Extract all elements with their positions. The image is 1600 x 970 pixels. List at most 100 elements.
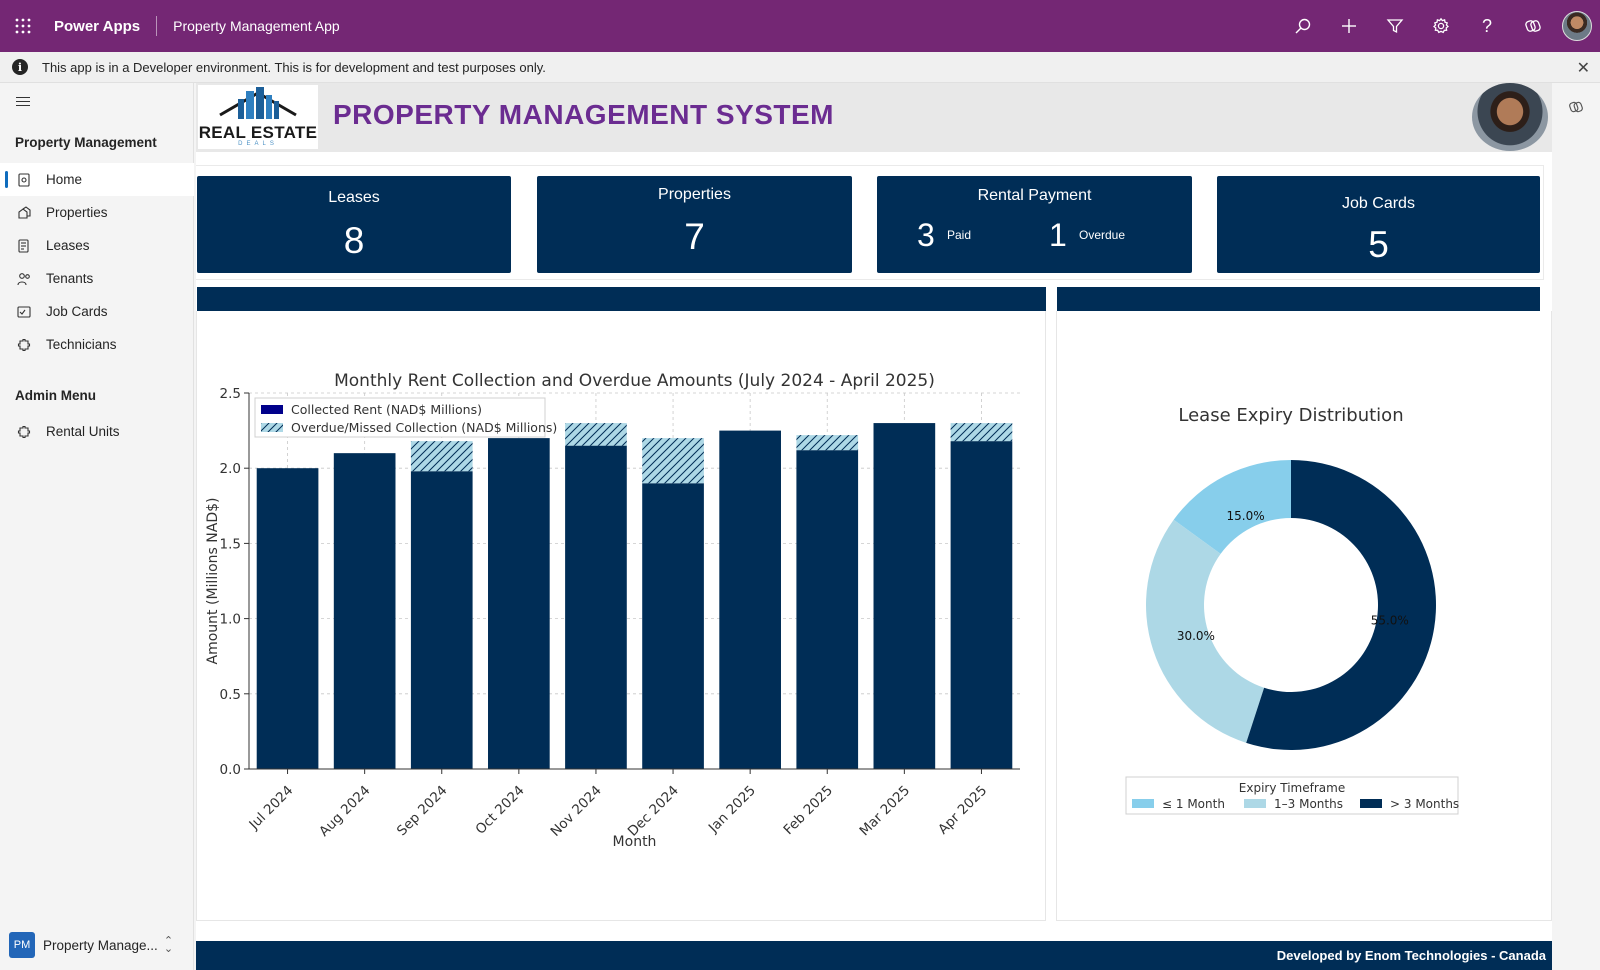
legend-swatch — [1132, 799, 1154, 808]
x-tick-label: Apr 2025 — [935, 783, 990, 838]
y-tick-label: 1.5 — [220, 536, 241, 552]
top-bar-actions: ? — [1280, 0, 1600, 52]
logo-text: REAL ESTATE — [198, 123, 318, 142]
x-tick-label: Feb 2025 — [781, 783, 837, 839]
chart-title: Lease Expiry Distribution — [1178, 405, 1403, 426]
logo-subtext: DEALS — [238, 141, 278, 147]
slice-label: 55.0% — [1371, 614, 1409, 628]
sidebar-item-leases[interactable]: Leases — [0, 229, 194, 262]
sidebar-item-properties[interactable]: Properties — [0, 196, 194, 229]
info-icon: i — [12, 59, 28, 75]
legend-label: 1–3 Months — [1274, 797, 1343, 811]
rent-chart-panel: Monthly Rent Collection and Overdue Amou… — [196, 311, 1046, 921]
user-avatar[interactable] — [1562, 11, 1592, 41]
y-tick-label: 0.0 — [220, 762, 241, 778]
sidebar-item-tenants[interactable]: Tenants — [0, 262, 194, 295]
sidebar-section-title: Property Management — [15, 135, 157, 150]
copilot-icon[interactable] — [1510, 0, 1556, 52]
home-icon — [16, 172, 32, 188]
tenants-icon — [16, 271, 32, 287]
legend-box — [254, 397, 546, 438]
legend-swatch-overdue — [261, 423, 283, 432]
app-launcher-icon[interactable] — [0, 0, 46, 52]
settings-icon[interactable] — [1418, 0, 1464, 52]
paid-label: Paid — [947, 228, 972, 242]
x-tick-label: Mar 2025 — [857, 783, 914, 840]
brand-name[interactable]: Power Apps — [54, 17, 141, 35]
chart-legend: Expiry Timeframe ≤ 1 Month 1–3 Months > 3 M… — [1125, 776, 1459, 815]
page-title: PROPERTY MANAGEMENT SYSTEM — [333, 99, 834, 130]
y-axis-label: Amount (Millions NAD$) — [205, 498, 221, 665]
rental-payment-card[interactable]: Rental Payment 3 Paid 1 Overdue — [877, 176, 1192, 273]
x-tick-label: Sep 2024 — [394, 783, 451, 840]
collected-bar — [565, 445, 627, 769]
profile-photo — [1472, 83, 1548, 151]
close-icon[interactable]: ✕ — [1576, 60, 1590, 77]
sidebar-section-title: Admin Menu — [15, 388, 96, 403]
technicians-icon — [16, 337, 32, 353]
collected-bar — [256, 468, 319, 769]
sidebar-item-technicians[interactable]: Technicians — [0, 328, 194, 361]
y-tick-label: 2.0 — [220, 461, 241, 477]
card-value: 8 — [343, 220, 365, 261]
collected-bar — [796, 450, 859, 769]
job-cards-icon — [16, 304, 32, 320]
properties-card[interactable]: Properties 7 — [537, 176, 852, 273]
building-icon — [219, 87, 297, 119]
area-label: Property Manage... — [43, 937, 158, 953]
lease-expiry-panel: Lease Expiry Distribution 15.0% 30.0% 55.0%… — [1056, 311, 1552, 921]
collected-bar — [410, 471, 473, 769]
copilot-icon[interactable] — [1568, 99, 1584, 120]
legend-label: > 3 Months — [1390, 797, 1459, 811]
card-value: 7 — [684, 216, 705, 257]
leases-card[interactable]: Leases 8 — [197, 176, 511, 273]
legend-label: ≤ 1 Month — [1162, 797, 1225, 811]
chart-panel-header — [197, 287, 1046, 311]
sidebar-item-label: Properties — [46, 205, 108, 220]
x-tick-label: Jan 2025 — [705, 783, 759, 837]
chevron-up-down-icon: ⌃ ⌄ — [163, 935, 174, 955]
legend-box — [1125, 776, 1459, 815]
sidebar-item-rental-units[interactable]: Rental Units — [0, 415, 194, 448]
collected-bar — [950, 441, 1013, 769]
x-tick-label: Aug 2024 — [316, 783, 373, 840]
sidebar-item-label: Rental Units — [46, 424, 120, 439]
sidebar: Property Management Home Properties Leas… — [0, 83, 194, 970]
right-rail — [1552, 83, 1600, 970]
legend-title: Expiry Timeframe — [1239, 781, 1345, 795]
properties-icon — [16, 205, 32, 221]
page-header: REAL ESTATE DEALS PROPERTY MANAGEMENT SY… — [196, 83, 1552, 152]
x-tick-label: Dec 2024 — [625, 783, 682, 840]
overdue-bar — [796, 435, 859, 451]
sidebar-item-job-cards[interactable]: Job Cards — [0, 295, 194, 328]
sidebar-item-label: Job Cards — [46, 304, 108, 319]
filter-icon[interactable] — [1372, 0, 1418, 52]
slice-label: 30.0% — [1177, 629, 1215, 643]
overdue-bar — [950, 423, 1013, 442]
app-canvas: REAL ESTATE DEALS PROPERTY MANAGEMENT SY… — [196, 83, 1552, 970]
donut-slice — [1173, 460, 1291, 554]
donut-slice — [1246, 460, 1436, 750]
collected-bar — [488, 438, 550, 769]
job-cards-card[interactable]: Job Cards 5 — [1217, 176, 1540, 273]
help-icon[interactable]: ? — [1481, 15, 1492, 36]
chart-legend: Collected Rent (NAD$ Millions) Overdue/Mi… — [254, 397, 557, 438]
search-icon[interactable] — [1280, 0, 1326, 52]
card-title: Job Cards — [1342, 195, 1415, 212]
sidebar-item-home[interactable]: Home — [0, 163, 194, 196]
app-name: Property Management App — [173, 18, 340, 34]
kpi-container — [196, 165, 1544, 280]
collected-bar — [642, 483, 704, 769]
area-switcher[interactable]: PM Property Manage... ⌃ ⌄ — [0, 920, 194, 970]
donut-slice — [1146, 519, 1265, 743]
collected-bar — [333, 453, 396, 769]
developer-environment-banner: i This app is in a Developer environment… — [0, 52, 1600, 83]
footer: Developed by Enom Technologies - Canada — [196, 941, 1552, 970]
lease-expiry-chart: Lease Expiry Distribution 15.0% 30.0% 55.0%… — [1125, 405, 1459, 815]
x-tick-label: Nov 2024 — [548, 783, 605, 840]
area-badge: PM — [9, 932, 35, 958]
overdue-count: 1 — [1049, 217, 1067, 253]
add-icon[interactable] — [1326, 0, 1372, 52]
hamburger-menu-icon[interactable] — [16, 97, 30, 109]
overdue-bar — [410, 441, 473, 472]
